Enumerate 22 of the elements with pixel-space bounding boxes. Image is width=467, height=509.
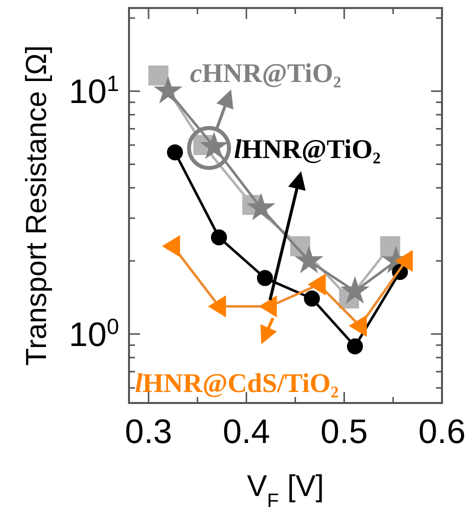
x-tick-label: 0.4 <box>222 413 270 451</box>
x-tick-label: 0.5 <box>320 413 368 451</box>
point <box>166 144 183 160</box>
point <box>304 290 320 307</box>
point <box>154 76 183 104</box>
point <box>210 229 227 246</box>
point <box>148 66 168 86</box>
point <box>340 276 370 304</box>
y-tick-label: 10$^{0}$ <box>68 314 119 354</box>
y-axis-title: Transport Resistance [Ω] <box>21 45 53 366</box>
x-axis-title: V$_{F}$ [V] <box>247 470 324 509</box>
point <box>246 192 276 220</box>
x-tick-label: 0.3 <box>124 413 172 451</box>
annotation: lHNR@TiO₂ <box>234 134 381 164</box>
annotation: lHNR@CdS/TiO₂ <box>135 368 339 398</box>
annotation: cHNR@TiO₂ <box>190 58 342 88</box>
point <box>380 236 400 256</box>
y-tick-label: 10$^{1}$ <box>68 70 119 112</box>
x-tick-label: 0.6 <box>418 413 466 451</box>
point <box>346 338 363 354</box>
point <box>294 246 324 274</box>
point <box>256 270 273 286</box>
